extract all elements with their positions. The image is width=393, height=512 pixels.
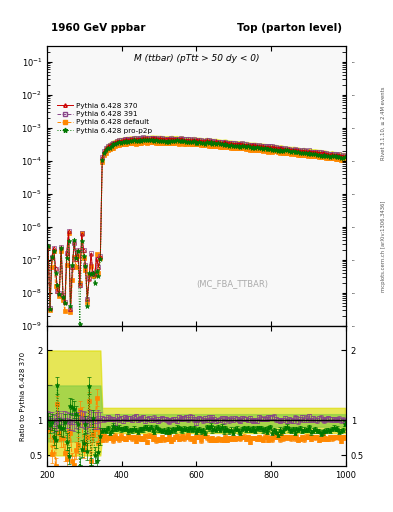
Text: M (ttbar) (pTtt > 50 dy < 0): M (ttbar) (pTtt > 50 dy < 0) [134, 54, 259, 63]
Text: mcplots.cern.ch [arXiv:1306.3436]: mcplots.cern.ch [arXiv:1306.3436] [381, 200, 386, 291]
Text: Top (parton level): Top (parton level) [237, 23, 342, 33]
Text: 1960 GeV ppbar: 1960 GeV ppbar [51, 23, 145, 33]
Text: (MC_FBA_TTBAR): (MC_FBA_TTBAR) [196, 280, 268, 288]
Y-axis label: Ratio to Pythia 6.428 370: Ratio to Pythia 6.428 370 [20, 351, 26, 440]
Legend: Pythia 6.428 370, Pythia 6.428 391, Pythia 6.428 default, Pythia 6.428 pro-p2p: Pythia 6.428 370, Pythia 6.428 391, Pyth… [54, 100, 155, 137]
Text: Rivet 3.1.10, ≥ 2.4M events: Rivet 3.1.10, ≥ 2.4M events [381, 86, 386, 160]
